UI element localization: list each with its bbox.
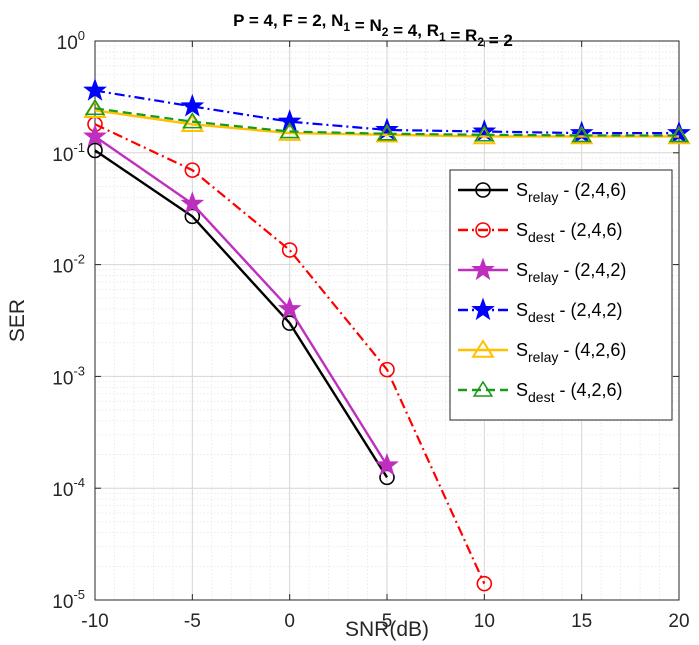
y-tick-label: 10-5 (52, 587, 85, 613)
y-tick-label: 10-2 (52, 252, 85, 278)
data-point (281, 315, 298, 331)
data-point (376, 124, 398, 141)
legend-item: Srelay - (4,2,6) (458, 339, 626, 365)
legend-marker (471, 297, 495, 321)
data-point (668, 125, 690, 143)
data-point (182, 112, 203, 129)
legend-item: Sdest - (4,2,6) (458, 380, 623, 405)
series-1 (87, 142, 395, 486)
data-point (476, 575, 493, 592)
series-line (94, 135, 389, 467)
legend: Srelay - (2,4,6) Sdest - (2,4,6) Srelay - … (449, 169, 673, 421)
x-tick-label: -10 (81, 611, 108, 632)
legend-label: Srelay - (4,2,6) (516, 340, 626, 365)
data-point (375, 452, 399, 476)
series-layer (83, 78, 691, 592)
axes (94, 40, 680, 601)
data-point (180, 191, 205, 214)
legend-marker (471, 257, 495, 281)
data-point (84, 98, 106, 116)
series-line (94, 109, 679, 138)
x-tick-label: 15 (571, 611, 592, 632)
series-line (94, 107, 679, 137)
data-point (474, 125, 495, 142)
series-6 (84, 98, 690, 143)
data-point (180, 93, 205, 117)
legend-label: Sdest - (4,2,6) (516, 380, 623, 405)
data-point (277, 296, 302, 320)
data-point (184, 162, 201, 178)
y-tick-label: 10-4 (52, 475, 85, 501)
series-line (94, 149, 389, 479)
legend-label: Sdest - (2,4,2) (516, 300, 623, 325)
data-point (83, 78, 107, 101)
data-point (279, 122, 300, 139)
legend-label: Srelay - (2,4,2) (516, 260, 626, 285)
text-layer: -10 -5 0 5 10 15 20 100 10-1 10-2 10-3 10-4 10-5 SNR(… (6, 11, 690, 641)
legend-marker (475, 182, 491, 198)
x-tick-label: 20 (668, 611, 689, 632)
legend-item: Sdest - (2,4,6) (458, 220, 623, 245)
chart-title: P = 4, F = 2, N1 = N2 = 4, R1 = R2 = 2 (233, 11, 513, 50)
x-tick-label: 5 (382, 611, 393, 632)
legend-item: Sdest - (2,4,2) (458, 297, 623, 325)
x-tick-label: 0 (284, 611, 295, 632)
legend-label: Sdest - (2,4,6) (516, 220, 623, 245)
legend-item: Srelay - (2,4,2) (458, 257, 626, 285)
legend-box (449, 169, 673, 421)
data-point (184, 208, 201, 225)
x-axis-label: SNR(dB) (345, 618, 429, 641)
legend-label: Srelay - (2,4,6) (516, 180, 626, 205)
y-tick-label: 100 (57, 28, 85, 54)
data-point (281, 242, 298, 258)
legend-marker (475, 222, 491, 238)
data-point (87, 142, 103, 159)
data-point (277, 109, 302, 132)
x-tick-label: -5 (184, 611, 201, 632)
x-tick-label: 10 (474, 611, 495, 632)
legend-marker (472, 380, 494, 397)
series-line (94, 123, 486, 585)
y-tick-label: 10-3 (52, 363, 85, 389)
data-point (571, 125, 592, 143)
data-point (83, 123, 107, 147)
series-3 (83, 123, 399, 476)
data-point (379, 361, 395, 378)
legend-item: Srelay - (2,4,6) (458, 180, 626, 205)
y-tick-label: 10-1 (52, 140, 85, 166)
legend-marker (471, 339, 495, 358)
y-axis-label: SER (6, 299, 29, 342)
